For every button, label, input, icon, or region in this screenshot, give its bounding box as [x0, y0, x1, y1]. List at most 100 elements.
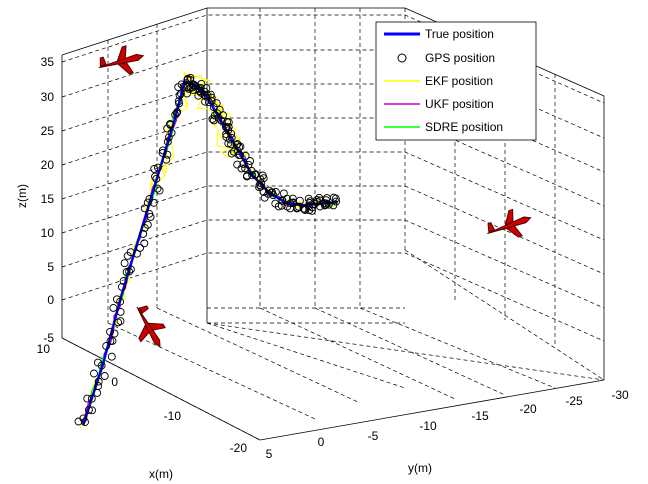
- gps-marker: [222, 130, 231, 139]
- gps-marker: [175, 91, 184, 100]
- aircraft-icon: [487, 208, 532, 238]
- z-tick-label: 25: [41, 124, 55, 138]
- z-tick-label: -5: [43, 331, 54, 345]
- legend: True position GPS position EKF position …: [375, 21, 537, 141]
- y-tick-label: 0: [318, 435, 325, 449]
- gps-marker: [167, 128, 176, 137]
- gps-marker: [125, 267, 134, 276]
- ukf-trace: [80, 78, 339, 424]
- z-tick-label: 5: [47, 260, 54, 274]
- gps-marker: [202, 84, 211, 93]
- gps-marker: [158, 146, 167, 155]
- z-axis-ticks: -5 0 5 10 15 20 25 30 35: [41, 55, 55, 345]
- gps-marker: [286, 199, 295, 208]
- gps-marker: [227, 133, 236, 142]
- gps-marker: [154, 163, 162, 172]
- gps-marker: [151, 172, 159, 181]
- gps-marker: [232, 141, 241, 150]
- gps-marker: [120, 259, 129, 268]
- gps-marker: [81, 418, 89, 427]
- gps-marker: [305, 199, 314, 207]
- gps-marker: [126, 248, 135, 257]
- gps-marker: [219, 111, 227, 120]
- x-tick-label: 10: [37, 342, 51, 356]
- gps-marker: [308, 203, 317, 212]
- gps-marker: [183, 75, 192, 84]
- gps-marker: [176, 89, 185, 98]
- z-tick-label: 10: [41, 226, 55, 240]
- gps-marker: [139, 229, 148, 238]
- z-tick-label: 20: [41, 158, 55, 172]
- gps-marker: [106, 337, 115, 346]
- gps-marker: [242, 172, 251, 181]
- gps-marker: [197, 88, 206, 97]
- gps-marker: [259, 174, 268, 183]
- y-tick-label: -10: [419, 419, 437, 433]
- gps-marker: [143, 220, 152, 229]
- gps-marker: [320, 201, 329, 210]
- gps-marker: [84, 405, 93, 414]
- gps-marker: [146, 212, 155, 221]
- gps-marker: [316, 196, 325, 205]
- gps-marker: [274, 202, 283, 211]
- gps-marker: [213, 109, 222, 118]
- gps-marker: [239, 159, 248, 168]
- gps-marker: [214, 113, 223, 122]
- gps-marker: [164, 133, 173, 142]
- z-tick-label: 35: [41, 55, 55, 69]
- gps-markers: [74, 73, 341, 427]
- gps-marker: [153, 184, 162, 193]
- gps-marker: [322, 199, 331, 208]
- gps-marker: [114, 318, 123, 327]
- gps-marker: [207, 93, 216, 102]
- gps-marker: [106, 327, 115, 336]
- gps-marker: [174, 83, 183, 92]
- gps-marker: [119, 277, 128, 285]
- z-tick-label: 30: [41, 90, 55, 104]
- gps-marker: [189, 80, 198, 89]
- z-axis-label: z(m): [15, 184, 29, 208]
- x-tick-label: -20: [230, 441, 248, 455]
- gps-marker: [107, 352, 116, 361]
- gps-marker: [312, 195, 321, 204]
- gps-marker: [288, 199, 297, 208]
- gps-marker: [184, 84, 193, 93]
- x-tick-label: -10: [164, 409, 182, 423]
- gps-marker: [126, 265, 135, 274]
- ekf-trace: [83, 71, 337, 426]
- y-axis-ticks: 5 0 -5 -10 -15 -20 -25 -30: [266, 388, 629, 461]
- gps-marker: [331, 194, 340, 203]
- gps-marker: [288, 194, 297, 203]
- aircraft-icons: [98, 45, 532, 348]
- gps-marker: [255, 181, 264, 189]
- gps-marker: [97, 361, 106, 370]
- z-tick-label: 0: [47, 293, 54, 307]
- y-tick-label: -20: [519, 402, 537, 416]
- gps-marker: [267, 188, 276, 197]
- gps-marker: [166, 120, 175, 129]
- y-axis-label: y(m): [408, 461, 432, 475]
- gps-marker: [257, 179, 266, 188]
- x-tick-label: 0: [111, 375, 118, 389]
- gps-marker: [113, 295, 121, 304]
- legend-label: GPS position: [425, 51, 495, 65]
- gps-marker: [212, 99, 221, 108]
- z-tick-label: 15: [41, 192, 55, 206]
- gps-marker: [269, 191, 278, 200]
- gps-marker: [217, 116, 226, 125]
- gps-marker: [241, 164, 250, 173]
- gps-marker: [152, 174, 161, 183]
- y-tick-label: -25: [565, 394, 583, 408]
- aircraft-icon: [136, 305, 166, 348]
- gps-marker: [122, 268, 131, 276]
- gps-marker: [175, 99, 184, 108]
- x-axis-label: x(m): [149, 467, 173, 481]
- gps-marker: [100, 372, 109, 380]
- gps-marker: [224, 123, 233, 132]
- gps-marker: [186, 83, 195, 92]
- gps-marker: [94, 377, 103, 386]
- gps-marker: [116, 307, 125, 316]
- trajectory-traces: [79, 71, 341, 429]
- legend-label: EKF position: [425, 74, 493, 88]
- gps-marker: [150, 164, 159, 173]
